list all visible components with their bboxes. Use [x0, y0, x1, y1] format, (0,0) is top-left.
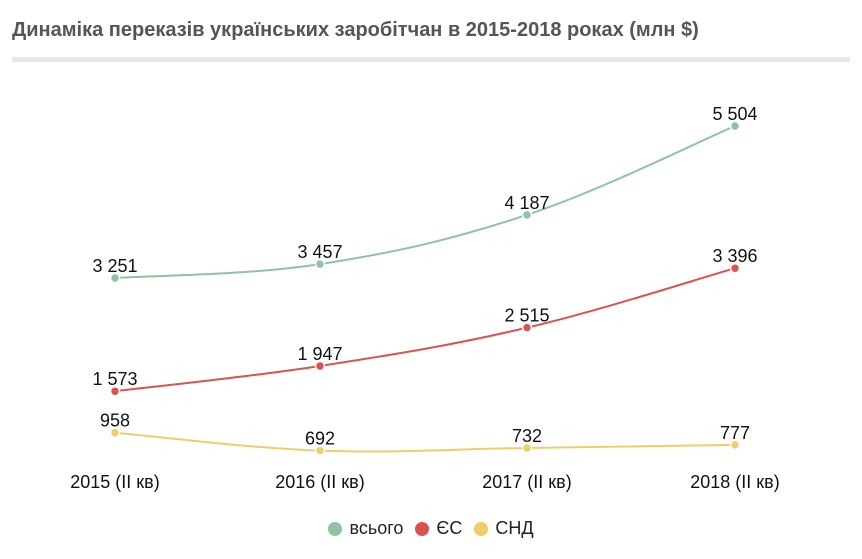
series-line-0	[114, 125, 736, 279]
legend-item-1: ЄС	[415, 518, 462, 539]
data-point-1-1	[314, 360, 326, 372]
legend-marker-0	[328, 521, 343, 536]
data-point-2-1	[314, 445, 326, 456]
data-point-2-2	[521, 442, 533, 454]
data-point-0-2	[521, 209, 533, 221]
data-point-0-1	[314, 258, 326, 270]
data-label-0-0: 3 251	[92, 256, 137, 276]
chart-title: Динаміка переказів українських заробітча…	[12, 19, 699, 41]
legend-item-2: СНД	[474, 518, 534, 539]
data-label-2-0: 958	[100, 411, 130, 431]
data-point-2-0	[109, 427, 121, 438]
title-divider	[12, 57, 850, 62]
x-tick-label-1: 2016 (ІІ кв)	[275, 472, 364, 492]
data-point-2-3	[729, 439, 741, 451]
data-point-0-0	[109, 272, 121, 284]
legend-marker-1	[415, 521, 430, 536]
data-label-1-0: 1 573	[92, 369, 137, 389]
legend-label-0: всього	[349, 518, 404, 538]
data-label-0-2: 4 187	[504, 193, 549, 213]
data-label-1-3: 3 396	[712, 246, 757, 266]
data-label-0-1: 3 457	[297, 242, 342, 262]
legend-item-0: всього	[328, 518, 403, 539]
data-point-1-3	[729, 262, 741, 274]
data-label-1-1: 1 947	[297, 344, 342, 364]
legend-label-2: СНД	[495, 518, 534, 538]
series-line-2	[114, 431, 736, 453]
x-tick-label-0: 2015 (ІІ кв)	[70, 472, 159, 492]
x-tick-label-2: 2017 (ІІ кв)	[482, 472, 571, 492]
data-label-2-1: 692	[305, 429, 335, 449]
chart-legend: всього ЄС СНД	[0, 518, 862, 539]
data-point-0-3	[729, 120, 741, 132]
x-tick-label-3: 2018 (ІІ кв)	[690, 472, 779, 492]
data-point-1-2	[521, 322, 533, 333]
data-label-0-3: 5 504	[712, 104, 757, 124]
legend-marker-2	[474, 521, 489, 536]
data-point-1-0	[109, 385, 121, 397]
data-label-1-2: 2 515	[504, 306, 549, 326]
data-label-2-3: 777	[720, 423, 750, 443]
legend-label-1: ЄС	[436, 518, 463, 538]
series-line-1	[114, 267, 736, 393]
data-label-2-2: 732	[512, 426, 542, 446]
